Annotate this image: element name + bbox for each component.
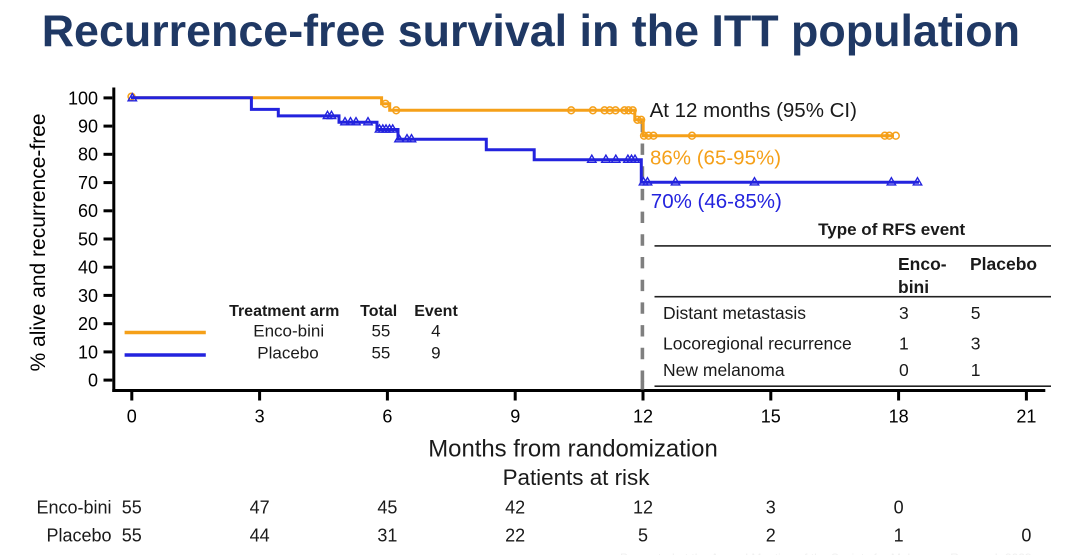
svg-text:12: 12 bbox=[633, 498, 653, 518]
svg-text:bini: bini bbox=[898, 277, 929, 297]
svg-text:30: 30 bbox=[78, 286, 98, 306]
svg-text:Treatment arm: Treatment arm bbox=[229, 303, 339, 320]
svg-text:22: 22 bbox=[505, 525, 525, 545]
svg-text:3: 3 bbox=[971, 333, 981, 353]
svg-text:Placebo: Placebo bbox=[970, 254, 1037, 274]
svg-text:70% (46-85%): 70% (46-85%) bbox=[651, 190, 782, 213]
svg-text:20: 20 bbox=[78, 314, 98, 334]
svg-text:0: 0 bbox=[88, 371, 98, 391]
svg-text:Locoregional recurrence: Locoregional recurrence bbox=[663, 333, 852, 353]
svg-text:0: 0 bbox=[894, 498, 904, 518]
svg-text:45: 45 bbox=[377, 498, 397, 518]
svg-text:6: 6 bbox=[382, 407, 392, 427]
svg-text:70: 70 bbox=[78, 173, 98, 193]
svg-text:90: 90 bbox=[78, 117, 98, 137]
svg-text:86% (65-95%): 86% (65-95%) bbox=[650, 146, 781, 169]
svg-text:9: 9 bbox=[510, 407, 520, 427]
svg-text:60: 60 bbox=[78, 201, 98, 221]
svg-text:Enco-bini: Enco-bini bbox=[36, 498, 111, 518]
svg-text:100: 100 bbox=[68, 88, 98, 108]
svg-text:47: 47 bbox=[250, 498, 270, 518]
svg-text:2: 2 bbox=[766, 525, 776, 545]
svg-text:Placebo: Placebo bbox=[257, 344, 318, 363]
svg-text:At 12 months (95% CI): At 12 months (95% CI) bbox=[650, 99, 857, 122]
svg-text:Event: Event bbox=[414, 303, 458, 320]
svg-text:40: 40 bbox=[78, 258, 98, 278]
svg-text:44: 44 bbox=[250, 525, 270, 545]
svg-text:Enco-: Enco- bbox=[898, 254, 947, 274]
svg-text:Enco-bini: Enco-bini bbox=[253, 322, 324, 341]
svg-text:80: 80 bbox=[78, 145, 98, 165]
svg-text:Total: Total bbox=[360, 303, 397, 320]
svg-text:31: 31 bbox=[377, 525, 397, 545]
svg-text:5: 5 bbox=[971, 303, 981, 323]
svg-text:4: 4 bbox=[431, 322, 440, 341]
svg-text:10: 10 bbox=[78, 342, 98, 362]
svg-text:3: 3 bbox=[255, 407, 265, 427]
svg-text:1: 1 bbox=[971, 360, 981, 380]
svg-text:5: 5 bbox=[638, 525, 648, 545]
svg-text:1: 1 bbox=[899, 333, 909, 353]
svg-text:Distant metastasis: Distant metastasis bbox=[663, 303, 806, 323]
svg-text:0: 0 bbox=[899, 360, 909, 380]
svg-text:3: 3 bbox=[899, 303, 909, 323]
svg-text:Recurrence-free survival in th: Recurrence-free survival in the ITT popu… bbox=[42, 6, 1020, 56]
svg-text:New melanoma: New melanoma bbox=[663, 360, 785, 380]
svg-text:0: 0 bbox=[127, 407, 137, 427]
svg-text:12: 12 bbox=[633, 407, 653, 427]
svg-text:0: 0 bbox=[1021, 525, 1031, 545]
svg-text:55: 55 bbox=[371, 322, 390, 341]
svg-text:1: 1 bbox=[894, 525, 904, 545]
svg-text:55: 55 bbox=[371, 344, 390, 363]
svg-text:55: 55 bbox=[122, 525, 142, 545]
svg-text:3: 3 bbox=[766, 498, 776, 518]
svg-text:9: 9 bbox=[431, 344, 440, 363]
svg-text:Placebo: Placebo bbox=[46, 525, 111, 545]
svg-text:21: 21 bbox=[1016, 407, 1036, 427]
svg-text:Months from randomization: Months from randomization bbox=[428, 436, 717, 463]
svg-text:15: 15 bbox=[761, 407, 781, 427]
svg-text:55: 55 bbox=[122, 498, 142, 518]
svg-text:Type of RFS event: Type of RFS event bbox=[818, 220, 965, 239]
svg-text:18: 18 bbox=[889, 407, 909, 427]
svg-text:50: 50 bbox=[78, 229, 98, 249]
svg-text:42: 42 bbox=[505, 498, 525, 518]
svg-text:Patients at risk: Patients at risk bbox=[503, 465, 651, 490]
svg-text:Presented at the Annual Meetin: Presented at the Annual Meeting of the S… bbox=[620, 551, 1032, 555]
svg-text:% alive and recurrence-free: % alive and recurrence-free bbox=[27, 113, 50, 371]
